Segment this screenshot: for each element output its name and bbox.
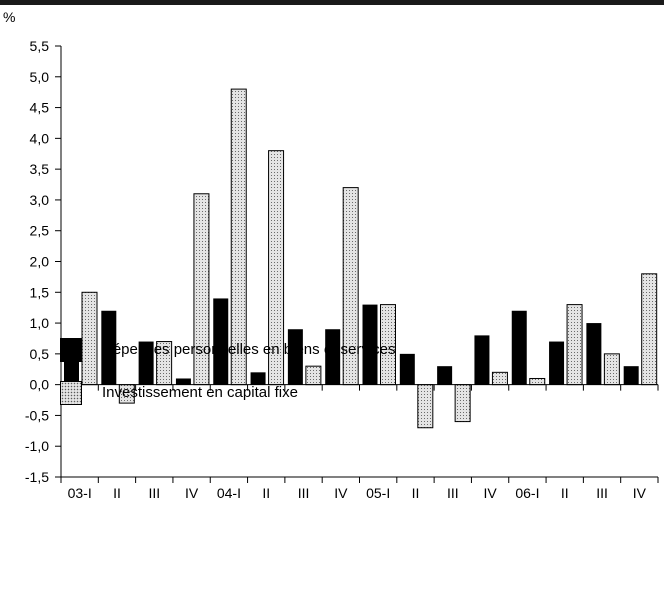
x-tick-label: 04-I	[217, 485, 241, 500]
legend-swatch-consumption	[60, 338, 82, 362]
bar-chart: % 5,5 5,0 4,5 4,0 3,5 3,0 2,5 2,0 1,5 1,0 0,5 0,0 -0…	[3, 9, 659, 500]
axes-layer	[55, 45, 659, 483]
x-tick-label: III	[447, 485, 459, 500]
x-tick-label: 05-I	[366, 485, 390, 500]
bar-consumption-10	[399, 353, 415, 385]
x-tick-label: II	[113, 485, 121, 500]
top-border	[0, 0, 664, 5]
x-tick-label: IV	[483, 485, 497, 500]
bars-layer	[64, 88, 658, 429]
y-tick-label: 0,5	[30, 346, 50, 362]
x-tick-label: III	[596, 485, 608, 500]
x-tick-label: III	[148, 485, 160, 500]
x-tick-label: II	[262, 485, 270, 500]
legend-item-consumption: Dépenses personnelles en biens et servic…	[60, 338, 660, 364]
x-tick-labels: 03-I II III IV 04-I II III IV 05-I II III IV 06-I II I…	[68, 485, 647, 500]
x-tick-label: IV	[633, 485, 647, 500]
bar-consumption-9	[362, 304, 378, 385]
x-tick-label: 06-I	[515, 485, 539, 500]
y-tick-labels: 5,5 5,0 4,5 4,0 3,5 3,0 2,5 2,0 1,5 1,0 0,5 0,0 -0,5…	[25, 38, 49, 485]
x-tick-label: II	[412, 485, 420, 500]
y-tick-label: -1,5	[25, 469, 49, 485]
y-tick-label: -1,0	[25, 438, 49, 454]
y-tick-label: 5,5	[30, 38, 50, 54]
legend-label-investment: Investissement en capital fixe	[102, 384, 298, 401]
y-tick-label: -0,5	[25, 407, 49, 423]
bar-consumption-5	[213, 298, 229, 385]
x-tick-label: II	[561, 485, 569, 500]
x-tick-label: IV	[334, 485, 348, 500]
bar-consumption-13	[511, 310, 527, 385]
x-tick-label: III	[298, 485, 310, 500]
y-tick-label: 1,5	[30, 284, 50, 300]
x-tick-label: IV	[185, 485, 199, 500]
y-tick-label: 4,0	[30, 130, 50, 146]
bar-consumption-16	[623, 366, 639, 385]
y-tick-label: 0,0	[30, 377, 50, 393]
bar-consumption-11	[437, 366, 453, 385]
legend-item-investment: Investissement en capital fixe	[60, 381, 660, 407]
y-tick-label: 4,5	[30, 100, 50, 116]
y-tick-label: 2,0	[30, 254, 50, 270]
bar-investment-16	[641, 273, 658, 386]
bar-consumption-2	[101, 310, 117, 385]
y-tick-label: 3,0	[30, 192, 50, 208]
y-tick-label: 1,0	[30, 315, 50, 331]
bar-consumption-15	[586, 323, 602, 385]
legend-label-consumption: Dépenses personnelles en biens et servic…	[102, 341, 396, 358]
bar-consumption-3	[138, 341, 154, 385]
bar-consumption-14	[549, 341, 565, 385]
bar-consumption-8	[325, 329, 341, 385]
y-tick-label: 2,5	[30, 223, 50, 239]
bar-consumption-12	[474, 335, 490, 385]
bar-consumption-4	[175, 378, 191, 385]
y-unit-label: %	[3, 9, 15, 25]
legend-swatch-investment	[60, 381, 82, 405]
y-tick-label: 5,0	[30, 69, 50, 85]
y-tick-label: 3,5	[30, 161, 50, 177]
bar-consumption-7	[287, 329, 303, 385]
x-tick-label: 03-I	[68, 485, 92, 500]
bar-consumption-6	[250, 372, 266, 385]
bar-consumption-1	[64, 360, 79, 385]
